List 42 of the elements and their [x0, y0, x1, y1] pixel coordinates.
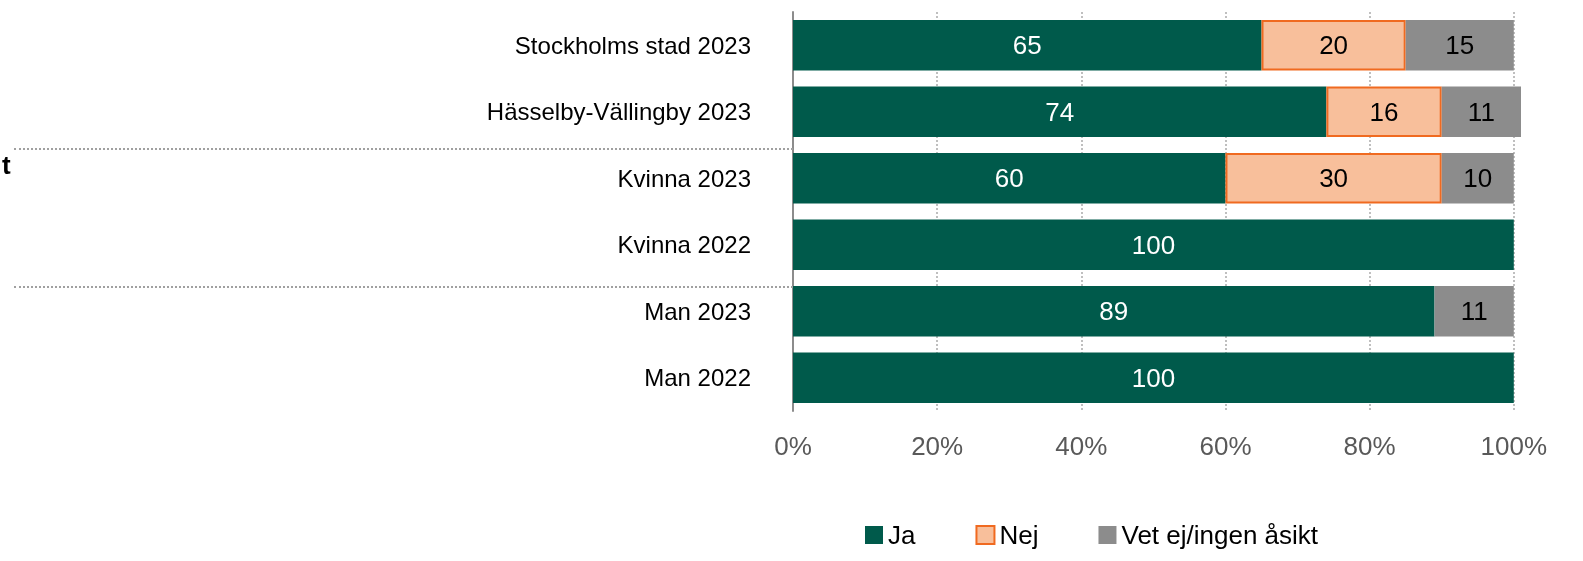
data-label: 74 [1045, 96, 1075, 127]
text: t [2, 150, 11, 180]
y-tick-label: Hässelby-Vällingby 2023 [486, 98, 751, 126]
bar [1225, 152, 1442, 204]
bar [793, 285, 1435, 337]
bar [793, 19, 1262, 71]
x-tick-label: 0% [774, 431, 812, 461]
bar [1405, 19, 1514, 71]
bar [1326, 86, 1442, 138]
data-label: 16 [1369, 96, 1399, 127]
data-label: 20 [1319, 30, 1349, 61]
y-tick-label: Kvinna 2022 [617, 231, 751, 259]
x-tick-label: 40% [1055, 431, 1108, 461]
data-label: 11 [1467, 96, 1495, 127]
y-tick-label: Stockholms stad 2023 [514, 31, 751, 59]
x-tick-label: 80% [1343, 431, 1396, 461]
data-label: 30 [1319, 163, 1349, 194]
data-label: 60 [994, 163, 1024, 194]
bar [793, 152, 1226, 204]
x-tick-label: 100% [1480, 431, 1548, 461]
x-tick-label: 60% [1199, 431, 1252, 461]
bar [1441, 152, 1514, 204]
data-label: 10 [1463, 163, 1493, 194]
legend-label: Vet ej/ingen åsikt [1121, 520, 1319, 550]
bar [793, 352, 1514, 404]
data-label: 15 [1445, 30, 1475, 61]
data-label: 65 [1012, 30, 1042, 61]
data-label: 11 [1460, 296, 1488, 327]
data-label: 89 [1099, 296, 1129, 327]
bar [1434, 285, 1514, 337]
y-tick-label: Man 2022 [644, 364, 751, 392]
data-label: 100 [1131, 229, 1176, 260]
y-tick-label: Man 2023 [644, 297, 751, 325]
bar [793, 219, 1514, 271]
data-label: 100 [1131, 362, 1176, 393]
x-tick-label: 20% [911, 431, 964, 461]
legend-label: Ja [888, 520, 916, 550]
bar [793, 86, 1327, 138]
y-tick-label: Kvinna 2023 [617, 164, 751, 192]
bar [1261, 19, 1406, 71]
legend-label: Nej [999, 520, 1039, 550]
bar [1441, 86, 1521, 138]
